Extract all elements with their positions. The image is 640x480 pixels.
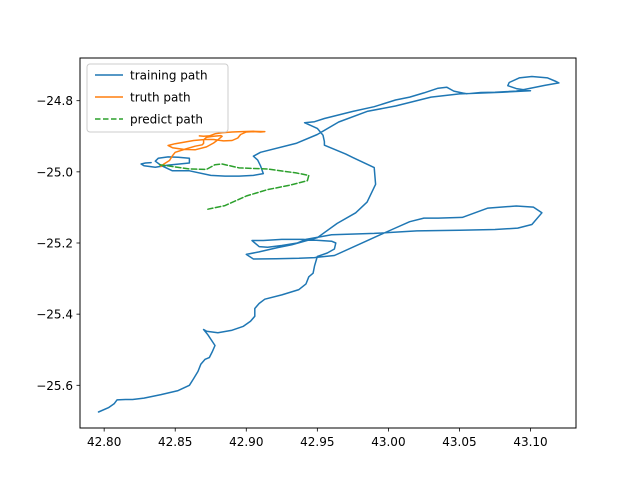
y-tick-label: −25.6 [36,379,73,393]
x-tick-label: 42.80 [87,435,121,449]
x-tick-label: 42.85 [158,435,192,449]
legend: training path truth path predict path [86,63,229,133]
x-tick-label: 43.05 [442,435,476,449]
x-tick-label: 43.00 [371,435,405,449]
y-axis: −24.8 −25.0 −25.2 −25.4 −25.6 [36,94,80,393]
series-line-training-path [97,75,560,413]
y-tick-label: −25.0 [36,165,73,179]
plot-series [97,75,560,413]
legend-box [86,63,229,133]
y-tick-label: −25.4 [36,308,73,322]
x-tick-label: 42.95 [300,435,334,449]
y-tick-label: −24.8 [36,94,73,108]
legend-label-predict-path: predict path [130,113,203,127]
x-axis: 42.80 42.85 42.90 42.95 43.00 43.05 43.10 [87,428,548,449]
series-line-truth-path [160,130,266,168]
x-tick-label: 43.10 [513,435,547,449]
series-line-predict-path [158,163,310,210]
y-tick-label: −25.2 [36,237,73,251]
x-tick-label: 42.90 [229,435,263,449]
legend-label-truth-path: truth path [130,91,191,105]
legend-label-training-path: training path [130,69,208,83]
